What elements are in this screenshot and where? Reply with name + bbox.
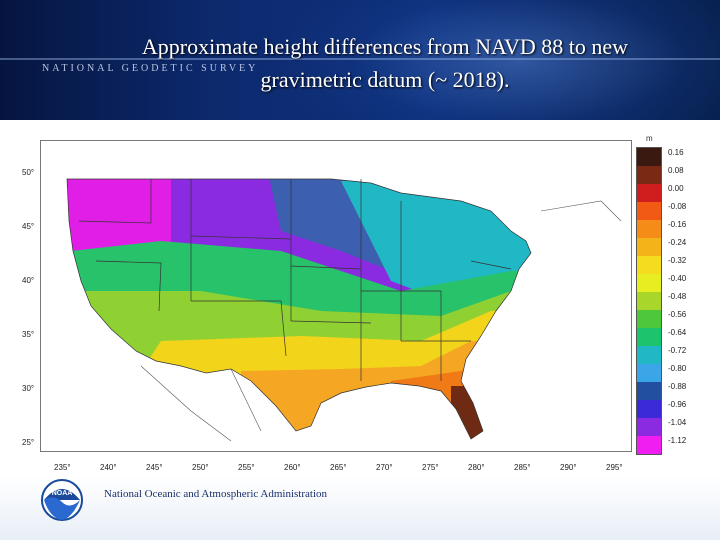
lat-label-50: 50° [22,168,35,177]
color-scale-bar [636,147,662,455]
scale-swatch [637,292,661,310]
scale-label: -0.88 [668,382,687,391]
scale-label: -0.80 [668,364,687,373]
scale-swatch [637,256,661,274]
scale-swatch [637,346,661,364]
lon-label-290: 290° [560,463,577,472]
state-boundaries [66,178,532,440]
scale-swatch [637,364,661,382]
banner-stripe [0,58,720,60]
slide-title: Approximate height differences from NAVD… [40,30,720,96]
scale-label: -0.48 [668,292,687,301]
scale-label: -0.24 [668,238,687,247]
lon-label-280: 280° [468,463,485,472]
lon-label-235: 235° [54,463,71,472]
lat-label-40: 40° [22,276,35,285]
lon-label-285: 285° [514,463,531,472]
lon-label-275: 275° [422,463,439,472]
scale-label: 0.08 [668,166,684,175]
scale-label: 0.00 [668,184,684,193]
scale-label: -1.04 [668,418,687,427]
scale-label: -0.56 [668,310,687,319]
header-banner [0,0,720,120]
title-line-2: gravimetric datum (~ 2018). [260,67,510,92]
lat-label-30: 30° [22,384,35,393]
scale-swatch [637,274,661,292]
title-line-1: Approximate height differences from NAVD… [141,34,629,59]
scale-label: -0.40 [668,274,687,283]
scale-swatch [637,382,661,400]
scale-swatch [637,220,661,238]
scale-swatch [637,202,661,220]
scale-swatch [637,238,661,256]
scale-swatch [637,418,661,436]
lon-label-260: 260° [284,463,301,472]
lat-label-45: 45° [22,222,35,231]
lon-label-265: 265° [330,463,347,472]
footer [0,476,720,540]
region-great-lakes [341,181,531,311]
lon-label-240: 240° [100,463,117,472]
lon-label-295: 295° [606,463,623,472]
scale-swatch [637,400,661,418]
scale-swatch [637,310,661,328]
lon-label-270: 270° [376,463,393,472]
scale-label: -0.72 [668,346,687,355]
noaa-logo-text: NOAA [52,490,73,497]
lon-label-255: 255° [238,463,255,472]
org-name: National Oceanic and Atmospheric Adminis… [104,488,328,500]
scale-label: -0.16 [668,220,687,229]
agency-banner-text: NATIONAL GEODETIC SURVEY [42,63,259,74]
lat-label-35: 35° [22,330,35,339]
scale-label: -1.12 [668,436,687,445]
lon-label-245: 245° [146,463,163,472]
scale-swatch [637,148,661,166]
conus-height-map [41,141,631,451]
noaa-logo-icon: NOAA [41,479,83,521]
scale-unit: m [646,134,653,143]
scale-label: -0.96 [668,400,687,409]
neighbor-boundaries [140,200,622,442]
scale-label: -0.64 [668,328,687,337]
scale-label: -0.08 [668,202,687,211]
scale-swatch [637,184,661,202]
lat-label-25: 25° [22,438,35,447]
scale-label: -0.32 [668,256,687,265]
scale-swatch [637,436,661,454]
lon-label-250: 250° [192,463,209,472]
scale-label: 0.16 [668,148,684,157]
scale-swatch [637,328,661,346]
scale-swatch [637,166,661,184]
banner-glow [260,0,720,120]
map-frame [40,140,632,452]
